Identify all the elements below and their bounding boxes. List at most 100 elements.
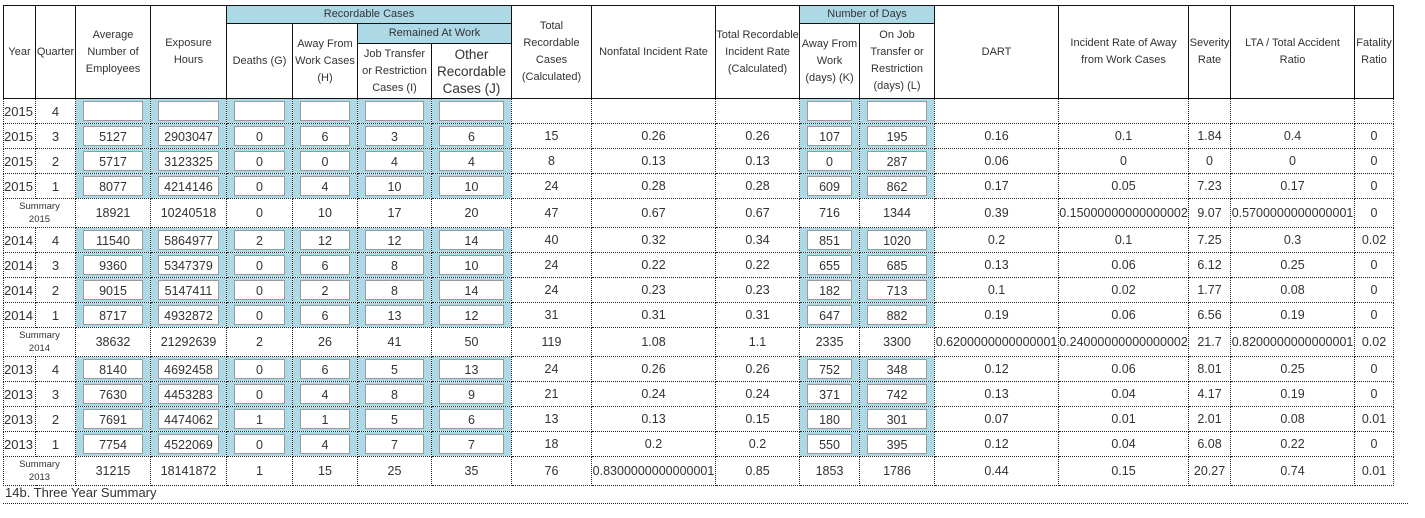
avg-employees-input[interactable]: 9015 — [83, 280, 143, 300]
away-cases-input[interactable] — [300, 101, 350, 121]
exposure-hours-input[interactable]: 4474062 — [158, 409, 219, 429]
away-cases-input[interactable]: 4 — [300, 384, 350, 404]
away-cases-input[interactable]: 6 — [300, 126, 350, 146]
restriction-days-input[interactable]: 301 — [867, 409, 928, 429]
away-days-input[interactable]: 180 — [807, 409, 852, 429]
away-cases-input[interactable]: 4 — [300, 176, 350, 196]
exposure-hours-input[interactable]: 5147411 — [158, 280, 219, 300]
avg-employees-input[interactable] — [83, 101, 143, 121]
other-recordable-input[interactable]: 14 — [439, 230, 504, 250]
deaths-input[interactable]: 0 — [234, 255, 285, 275]
exposure-hours-input[interactable]: 5347379 — [158, 255, 219, 275]
restriction-days-input[interactable]: 195 — [867, 126, 928, 146]
deaths-input[interactable]: 0 — [234, 384, 285, 404]
away-days-input[interactable]: 182 — [807, 280, 852, 300]
away-cases-input[interactable]: 4 — [300, 434, 350, 454]
job-transfer-input[interactable]: 5 — [365, 409, 424, 429]
other-recordable-input[interactable]: 10 — [439, 176, 504, 196]
job-transfer-input[interactable]: 4 — [365, 151, 424, 171]
away-days-input[interactable]: 371 — [807, 384, 852, 404]
deaths-input[interactable]: 0 — [234, 280, 285, 300]
deaths-input[interactable]: 0 — [234, 126, 285, 146]
avg-employees-input[interactable]: 7630 — [83, 384, 143, 404]
other-recordable-input[interactable]: 4 — [439, 151, 504, 171]
restriction-days-cell: 862 — [858, 173, 936, 199]
job-transfer-input[interactable]: 12 — [365, 230, 424, 250]
restriction-days-input[interactable]: 348 — [867, 359, 928, 379]
exposure-hours-input[interactable]: 4453283 — [158, 384, 219, 404]
job-transfer-input[interactable]: 8 — [365, 384, 424, 404]
job-transfer-input[interactable]: 3 — [365, 126, 424, 146]
deaths-input[interactable]: 0 — [234, 359, 285, 379]
header-away-days: Away From Work (days) (K) — [799, 23, 860, 99]
away-days-input[interactable]: 550 — [807, 434, 852, 454]
avg-employees-input[interactable]: 8077 — [83, 176, 143, 196]
exposure-hours-input[interactable]: 4932872 — [158, 305, 219, 325]
away-cases-input[interactable]: 2 — [300, 280, 350, 300]
deaths-input[interactable]: 1 — [234, 409, 285, 429]
avg-employees-input[interactable]: 8140 — [83, 359, 143, 379]
away-days-input[interactable]: 107 — [807, 126, 852, 146]
deaths-input[interactable]: 0 — [234, 176, 285, 196]
restriction-days-input[interactable]: 713 — [867, 280, 928, 300]
away-days-input[interactable]: 647 — [807, 305, 852, 325]
away-cases-input[interactable]: 12 — [300, 230, 350, 250]
away-days-input[interactable]: 655 — [807, 255, 852, 275]
other-recordable-input[interactable]: 14 — [439, 280, 504, 300]
restriction-days-input[interactable]: 1020 — [867, 230, 928, 250]
restriction-days-input[interactable] — [867, 101, 928, 121]
exposure-hours-input[interactable] — [158, 101, 219, 121]
restriction-days-input[interactable]: 742 — [867, 384, 928, 404]
other-recordable-input[interactable]: 7 — [439, 434, 504, 454]
avg-employees-input[interactable]: 5717 — [83, 151, 143, 171]
away-cases-input[interactable]: 0 — [300, 151, 350, 171]
avg-employees-input[interactable]: 8717 — [83, 305, 143, 325]
deaths-input[interactable]: 0 — [234, 434, 285, 454]
exposure-hours-cell: 10240518 — [150, 198, 227, 228]
away-days-input[interactable]: 0 — [807, 151, 852, 171]
other-recordable-input[interactable]: 9 — [439, 384, 504, 404]
avg-employees-input[interactable]: 11540 — [83, 230, 143, 250]
divider — [3, 503, 1408, 504]
away-days-input[interactable]: 752 — [807, 359, 852, 379]
restriction-days-input[interactable]: 287 — [867, 151, 928, 171]
avg-employees-input[interactable]: 7691 — [83, 409, 143, 429]
away-days-input[interactable]: 851 — [807, 230, 852, 250]
other-recordable-input[interactable]: 10 — [439, 255, 504, 275]
other-recordable-input[interactable]: 6 — [439, 409, 504, 429]
away-days-input[interactable]: 609 — [807, 176, 852, 196]
exposure-hours-input[interactable]: 3123325 — [158, 151, 219, 171]
restriction-days-input[interactable]: 882 — [867, 305, 928, 325]
other-recordable-input[interactable]: 6 — [439, 126, 504, 146]
restriction-days-input[interactable]: 685 — [867, 255, 928, 275]
job-transfer-input[interactable]: 8 — [365, 280, 424, 300]
exposure-hours-input[interactable]: 4522069 — [158, 434, 219, 454]
job-transfer-input[interactable]: 8 — [365, 255, 424, 275]
away-cases-input[interactable]: 6 — [300, 255, 350, 275]
job-transfer-input[interactable]: 13 — [365, 305, 424, 325]
job-transfer-input[interactable]: 10 — [365, 176, 424, 196]
deaths-input[interactable]: 0 — [234, 151, 285, 171]
away-days-input[interactable] — [807, 101, 852, 121]
other-recordable-input[interactable]: 13 — [439, 359, 504, 379]
exposure-hours-input[interactable]: 2903047 — [158, 126, 219, 146]
exposure-hours-input[interactable]: 4214146 — [158, 176, 219, 196]
restriction-days-input[interactable]: 862 — [867, 176, 928, 196]
deaths-input[interactable]: 0 — [234, 305, 285, 325]
away-cases-input[interactable]: 1 — [300, 409, 350, 429]
other-recordable-input[interactable] — [439, 101, 504, 121]
away-cases-input[interactable]: 6 — [300, 359, 350, 379]
restriction-days-input[interactable]: 395 — [867, 434, 928, 454]
exposure-hours-input[interactable]: 5864977 — [158, 230, 219, 250]
avg-employees-input[interactable]: 9360 — [83, 255, 143, 275]
deaths-input[interactable] — [234, 101, 285, 121]
avg-employees-input[interactable]: 5127 — [83, 126, 143, 146]
avg-employees-input[interactable]: 7754 — [83, 434, 143, 454]
away-cases-input[interactable]: 6 — [300, 305, 350, 325]
deaths-input[interactable]: 2 — [234, 230, 285, 250]
job-transfer-input[interactable]: 5 — [365, 359, 424, 379]
other-recordable-input[interactable]: 12 — [439, 305, 504, 325]
job-transfer-input[interactable]: 7 — [365, 434, 424, 454]
job-transfer-input[interactable] — [365, 101, 424, 121]
exposure-hours-input[interactable]: 4692458 — [158, 359, 219, 379]
